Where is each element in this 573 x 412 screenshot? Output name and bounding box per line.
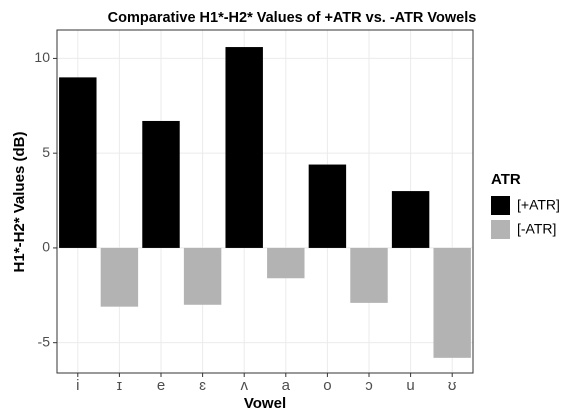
- bar: [433, 247, 471, 358]
- bar: [350, 247, 388, 303]
- x-axis-label: Vowel: [244, 395, 286, 412]
- y-tick-label: 10: [34, 49, 50, 65]
- bar: [308, 164, 347, 248]
- y-tick-label: 5: [42, 144, 50, 160]
- bar: [391, 191, 430, 248]
- chart-title: Comparative H1*-H2* Values of +ATR vs. -…: [108, 10, 477, 26]
- legend-label: [+ATR]: [517, 197, 560, 213]
- x-tick-label: i: [76, 377, 79, 394]
- x-tick-label: a: [282, 377, 291, 394]
- x-tick-label: ɪ: [117, 377, 122, 394]
- x-tick-label: e: [157, 377, 165, 394]
- bar: [142, 120, 180, 248]
- x-tick-label: o: [323, 377, 331, 394]
- bar: [183, 247, 222, 305]
- legend-label: [-ATR]: [517, 221, 556, 237]
- bar: [100, 247, 139, 307]
- bar: [267, 247, 305, 279]
- x-tick-label: u: [406, 377, 414, 394]
- bar: [59, 77, 97, 248]
- plot-border: [56, 29, 474, 374]
- y-axis-label: H1*-H2* Values (dB): [11, 132, 28, 273]
- x-tick-label: ɔ: [365, 377, 373, 394]
- legend-title: ATR: [491, 171, 521, 188]
- x-tick-label: ɛ: [199, 377, 206, 394]
- y-tick-label: -5: [38, 333, 51, 349]
- legend-key: [491, 220, 510, 239]
- x-tick-label: ʌ: [240, 377, 248, 394]
- bar: [225, 47, 263, 248]
- legend-key: [491, 196, 510, 215]
- y-tick-label: 0: [42, 239, 50, 255]
- x-tick-label: ʊ: [448, 377, 457, 394]
